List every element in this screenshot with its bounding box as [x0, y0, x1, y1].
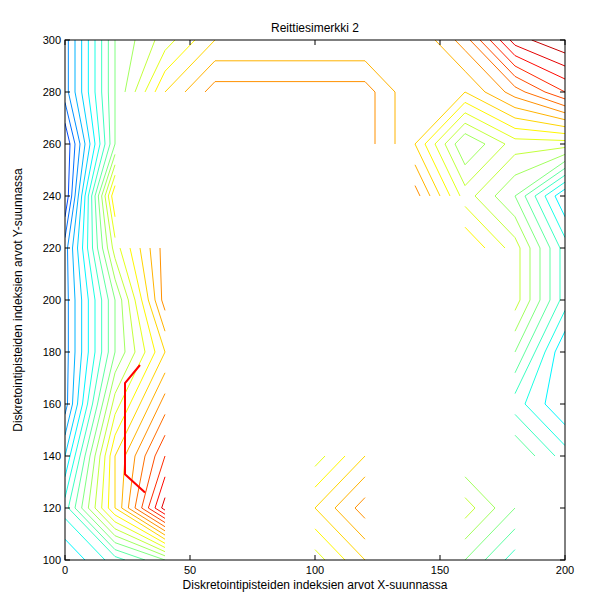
y-tick-label: 220	[43, 242, 61, 254]
background	[0, 0, 593, 594]
y-tick	[65, 196, 70, 197]
x-tick-label: 150	[431, 564, 449, 576]
y-tick	[65, 404, 70, 405]
y-tick	[560, 456, 565, 457]
y-tick	[560, 560, 565, 561]
x-tick	[65, 555, 66, 560]
x-tick	[315, 40, 316, 45]
x-tick	[565, 555, 566, 560]
y-tick	[560, 508, 565, 509]
x-tick-label: 100	[306, 564, 324, 576]
x-tick-label: 50	[184, 564, 196, 576]
route	[125, 365, 145, 492]
contour-line	[122, 40, 565, 539]
x-axis-title: Diskretointipisteiden indeksien arvot X-…	[183, 578, 448, 592]
y-tick	[560, 404, 565, 405]
y-tick	[560, 300, 565, 301]
contour-line	[65, 40, 80, 414]
y-tick-label: 120	[43, 502, 61, 514]
contour-line	[65, 40, 565, 560]
contour-line	[102, 40, 565, 560]
x-tick-label: 0	[62, 564, 68, 576]
contour-line	[65, 123, 70, 217]
contour-line	[95, 40, 565, 552]
y-tick-label: 240	[43, 190, 61, 202]
y-tick	[560, 196, 565, 197]
contour-line	[75, 40, 565, 560]
contour-line	[155, 40, 565, 514]
x-tick	[315, 555, 316, 560]
x-tick	[440, 40, 441, 45]
contour-line	[135, 40, 565, 527]
contour-line	[65, 40, 90, 456]
title: Reittiesimerkki 2	[271, 21, 359, 35]
y-tick	[65, 300, 70, 301]
y-tick	[65, 560, 70, 561]
x-tick	[565, 40, 566, 45]
y-axis-title: Diskretointipisteiden indeksien arvot Y-…	[11, 168, 25, 432]
y-tick	[560, 248, 565, 249]
y-tick-label: 100	[43, 554, 61, 566]
x-tick	[190, 555, 191, 560]
contour-line	[162, 40, 565, 510]
contour-line	[115, 40, 565, 560]
y-tick	[560, 92, 565, 93]
y-tick-label: 280	[43, 86, 61, 98]
y-tick	[560, 144, 565, 145]
y-tick	[560, 352, 565, 353]
y-tick-label: 160	[43, 398, 61, 410]
contour-line	[65, 102, 75, 237]
x-tick	[65, 40, 66, 45]
contour-line	[148, 40, 565, 518]
contour-line	[128, 40, 565, 531]
y-tick	[65, 40, 70, 41]
y-tick-label: 300	[43, 34, 61, 46]
frame	[65, 40, 565, 560]
y-tick-label: 200	[43, 294, 61, 306]
contour-line	[142, 40, 565, 523]
contour-line	[82, 40, 565, 560]
contour-line	[65, 40, 85, 435]
y-tick	[65, 92, 70, 93]
contour-line	[65, 40, 565, 560]
x-tick-label: 200	[556, 564, 574, 576]
contour-line	[68, 40, 565, 560]
x-tick	[440, 555, 441, 560]
y-tick	[65, 508, 70, 509]
y-tick	[560, 40, 565, 41]
contour-line	[108, 40, 565, 560]
y-tick	[65, 144, 70, 145]
y-tick	[65, 456, 70, 457]
y-tick-label: 260	[43, 138, 61, 150]
x-tick	[190, 40, 191, 45]
plot-area	[65, 40, 565, 560]
contour-line	[532, 40, 565, 53]
y-tick-label: 140	[43, 450, 61, 462]
y-tick	[65, 352, 70, 353]
y-tick-label: 180	[43, 346, 61, 358]
chart: 0 50 100 150 200 100 120 140 160 180 200 220 240 260 2…	[0, 0, 593, 594]
y-tick	[65, 248, 70, 249]
